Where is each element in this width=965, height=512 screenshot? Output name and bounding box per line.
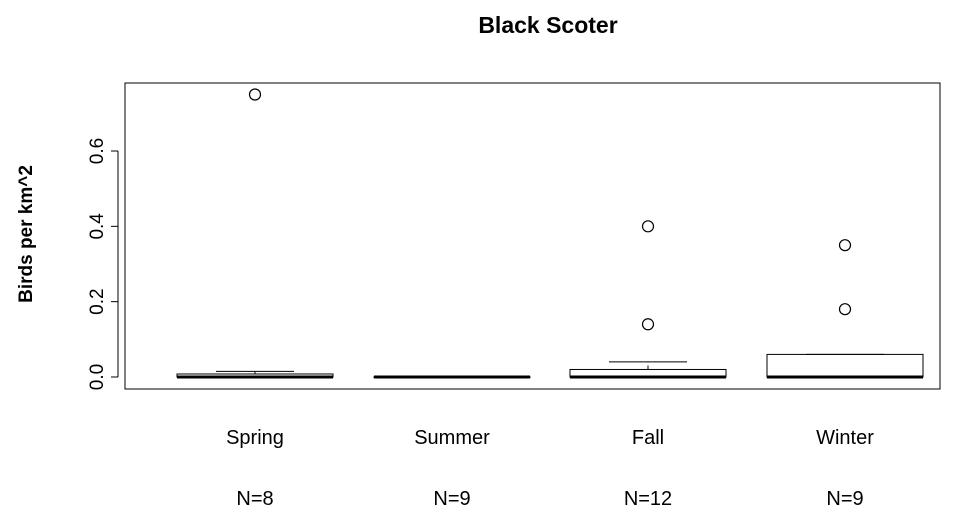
chart-title: Black Scoter: [478, 12, 617, 38]
outlier-point: [641, 318, 655, 331]
category-labels: Spring N=8 Summer N=9 Fall N=12 Winter N=9: [226, 427, 874, 510]
category-label: Fall: [632, 427, 664, 449]
plot-frame: [124, 82, 941, 390]
box-body: [766, 353, 924, 378]
sample-size-label: N=9: [433, 488, 470, 510]
y-axis-ticks: 0.0 0.2 0.4 0.6: [87, 138, 118, 390]
y-tick-label: 0.0: [87, 364, 108, 390]
category-label: Summer: [414, 427, 490, 449]
box-summer: [373, 375, 531, 379]
y-tick-label: 0.6: [87, 138, 108, 164]
sample-size-label: N=8: [236, 488, 273, 510]
sample-size-label: N=9: [826, 488, 863, 510]
outlier-point: [248, 88, 262, 101]
y-tick-label: 0.2: [87, 288, 108, 314]
box-spring: [176, 88, 334, 379]
category-label: Spring: [226, 427, 284, 449]
box-winter: [766, 239, 924, 379]
y-axis-label: Birds per km^2: [16, 165, 37, 303]
category-label: Winter: [816, 427, 874, 449]
box-series: [176, 88, 924, 379]
outlier-point: [641, 220, 655, 233]
box-fall: [569, 220, 727, 379]
outlier-point: [838, 303, 852, 316]
sample-size-label: N=12: [624, 488, 672, 510]
outlier-point: [838, 239, 852, 252]
y-tick-label: 0.4: [87, 213, 108, 240]
